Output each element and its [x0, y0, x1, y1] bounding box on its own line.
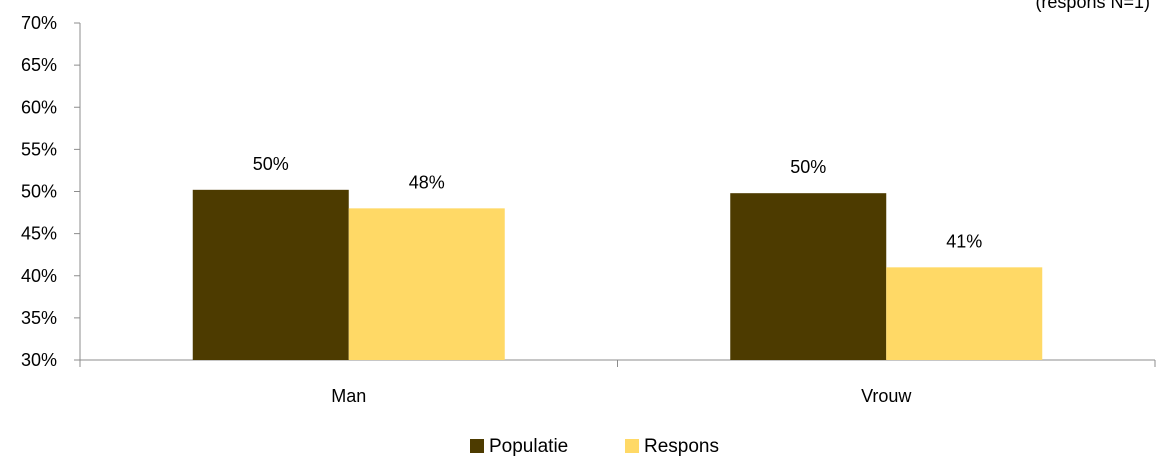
- y-tick-label: 40%: [21, 266, 57, 286]
- data-label: 50%: [253, 154, 289, 174]
- y-tick-label: 60%: [21, 97, 57, 117]
- bar-populatie-vrouw: [730, 193, 887, 360]
- y-tick-label: 30%: [21, 350, 57, 370]
- data-label: 41%: [946, 231, 982, 251]
- data-label: 50%: [790, 157, 826, 177]
- legend-label-respons: Respons: [644, 436, 719, 457]
- bar-respons-vrouw: [886, 267, 1043, 360]
- y-tick-label: 35%: [21, 308, 57, 328]
- bar-respons-man: [348, 208, 505, 360]
- legend: Populatie Respons: [470, 436, 719, 457]
- bar-populatie-man: [192, 189, 349, 360]
- y-tick-label: 45%: [21, 224, 57, 244]
- legend-swatch-respons: [625, 439, 639, 453]
- y-tick-label: 65%: [21, 55, 57, 75]
- y-tick-label: 55%: [21, 139, 57, 159]
- x-axis: Man Vrouw: [79, 359, 1156, 406]
- y-axis: 30% 35% 40% 45% 50% 55% 60% 65% 70%: [21, 13, 81, 370]
- category-label: Vrouw: [861, 386, 912, 406]
- y-tick-label: 50%: [21, 182, 57, 202]
- y-tick-label: 70%: [21, 13, 57, 33]
- corner-note: (respons N=1): [1035, 0, 1150, 12]
- bars: 50% 48% 50% 41%: [192, 154, 1043, 360]
- legend-label-populatie: Populatie: [489, 436, 568, 457]
- category-label: Man: [331, 386, 366, 406]
- legend-swatch-populatie: [470, 439, 484, 453]
- data-label: 48%: [409, 172, 445, 192]
